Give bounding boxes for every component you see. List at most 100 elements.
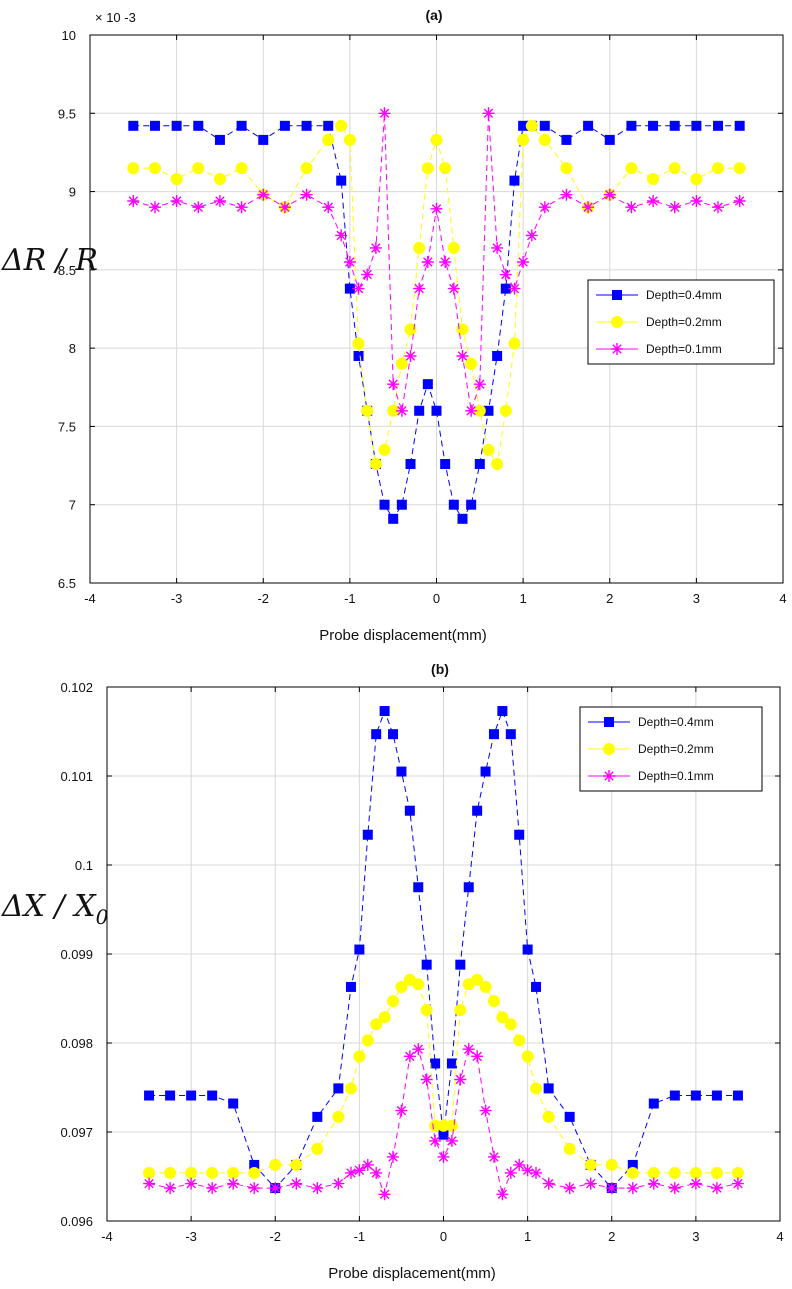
data-point (496, 1188, 509, 1201)
data-point (378, 443, 391, 456)
data-point (127, 162, 140, 175)
data-point (403, 1050, 416, 1063)
data-point (429, 1134, 442, 1147)
x-tick-label: 4 (776, 1229, 783, 1244)
data-point (127, 195, 140, 207)
data-point (583, 120, 594, 131)
data-point (456, 323, 469, 336)
chart-b-series (143, 706, 744, 1201)
data-point (538, 133, 551, 146)
y-tick-label: 6.5 (58, 576, 76, 591)
data-point (543, 1083, 554, 1094)
data-point (430, 133, 443, 146)
data-point (227, 1177, 240, 1190)
data-point (164, 1182, 177, 1195)
data-point (447, 282, 460, 295)
chart-a-x-ticks: -4 -3 -2 -1 0 1 2 3 4 (84, 35, 787, 606)
chart-b-title: (b) (431, 661, 449, 677)
data-point (332, 1110, 345, 1123)
x-tick-label: -3 (185, 1229, 197, 1244)
data-point (584, 1177, 597, 1190)
data-point (603, 188, 616, 201)
data-point (563, 1142, 576, 1155)
legend-label: Depth=0.4mm (646, 288, 722, 302)
chart-b-y-label-sub: 0 (96, 905, 109, 929)
data-point (322, 201, 335, 214)
data-point (361, 404, 374, 417)
data-point (387, 378, 400, 391)
legend-marker (611, 343, 623, 355)
data-point (378, 107, 391, 120)
data-point (379, 706, 390, 717)
data-point (561, 134, 572, 145)
data-point (605, 1158, 618, 1171)
data-point (387, 995, 400, 1008)
data-point (170, 173, 183, 186)
data-point (379, 499, 390, 510)
data-point (413, 282, 426, 295)
data-point (405, 459, 416, 470)
data-point (525, 229, 538, 242)
x-tick-label: 0 (440, 1229, 447, 1244)
data-point (500, 283, 511, 294)
data-point (312, 1111, 323, 1122)
data-point (235, 201, 248, 214)
y-tick-label: 9 (69, 185, 76, 200)
chart-a-title: (a) (425, 7, 442, 23)
y-tick-label: 0.099 (60, 947, 93, 962)
data-point (343, 133, 356, 146)
data-point (473, 404, 486, 417)
data-point (387, 1150, 399, 1163)
data-point (487, 995, 500, 1008)
data-point (521, 1050, 534, 1063)
data-point (530, 1082, 543, 1095)
chart-a-y-multiplier: × 10 -3 (95, 10, 136, 25)
x-tick-label: -4 (84, 591, 96, 606)
data-point (335, 119, 348, 132)
data-point (170, 195, 183, 207)
data-point (710, 1182, 723, 1195)
data-point (336, 175, 347, 186)
data-point (236, 120, 247, 131)
data-point (539, 120, 550, 131)
data-point (396, 499, 407, 510)
data-point (491, 458, 504, 471)
data-point (143, 1177, 156, 1190)
data-point (352, 337, 365, 350)
data-point (488, 729, 499, 740)
data-point (560, 162, 573, 175)
data-point (396, 766, 407, 777)
data-point (439, 162, 452, 175)
data-point (648, 120, 659, 131)
x-tick-label: -4 (101, 1229, 113, 1244)
data-point (474, 459, 485, 470)
data-point (625, 201, 638, 214)
legend-marker (611, 316, 623, 328)
data-point (668, 1182, 681, 1195)
data-point (530, 1166, 542, 1179)
x-tick-label: 2 (606, 591, 613, 606)
data-point (542, 1110, 555, 1123)
data-point (513, 1034, 526, 1047)
data-point (504, 1018, 517, 1031)
data-point (509, 175, 520, 186)
data-point (455, 959, 466, 970)
data-point (362, 829, 373, 840)
data-point (440, 459, 451, 470)
data-point (525, 119, 538, 132)
data-point (690, 195, 703, 207)
data-point (369, 241, 382, 254)
legend-marker (604, 717, 614, 727)
data-point (627, 1159, 638, 1170)
chart-b: (b) -4 -3 -2 -1 0 1 2 3 4 0.0960.0970.0980.0990.… (1, 661, 784, 1282)
data-point (513, 1158, 526, 1171)
data-point (560, 188, 573, 201)
y-tick-label: 0.102 (60, 680, 93, 695)
data-point (521, 1164, 534, 1177)
data-point (564, 1111, 575, 1122)
data-point (626, 1182, 639, 1195)
chart-b-x-ticks: -4 -3 -2 -1 0 1 2 3 4 (101, 687, 784, 1244)
data-point (691, 120, 702, 131)
data-point (278, 201, 291, 214)
